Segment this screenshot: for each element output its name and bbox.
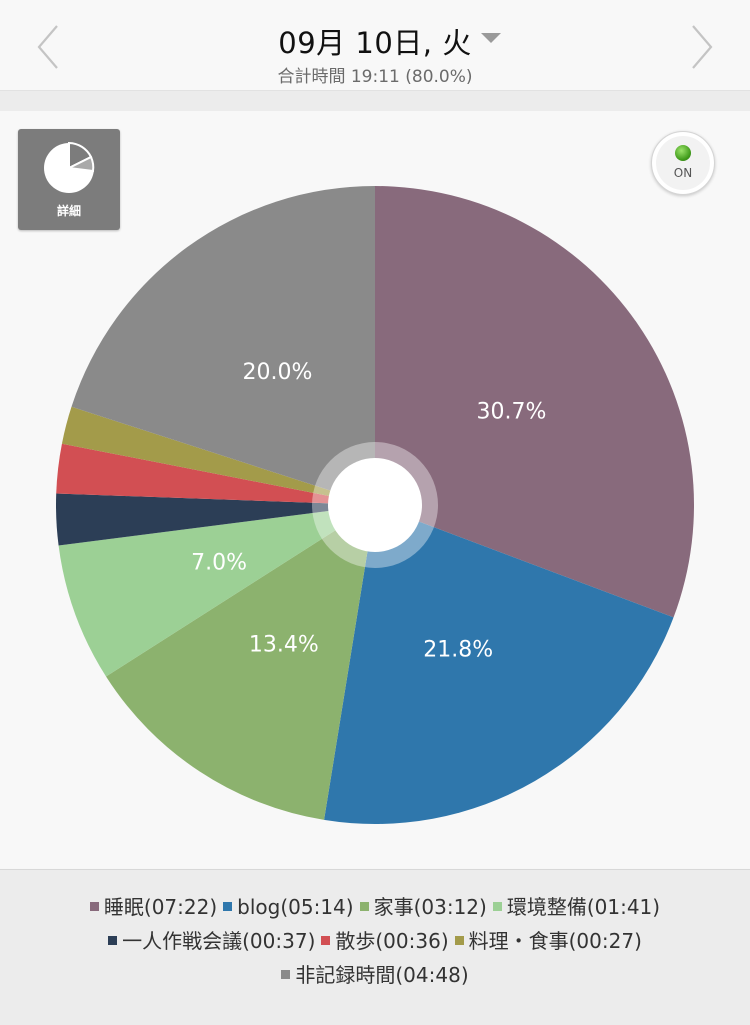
pie-slice-label: 30.7% (476, 400, 546, 425)
legend-item: 睡眠(07:22) (89, 891, 218, 920)
previous-day-button[interactable] (28, 22, 68, 72)
pie-chart-icon (44, 141, 95, 193)
legend-swatch-icon (492, 902, 502, 911)
date-title[interactable]: 09月 10日, 火 (278, 26, 472, 60)
donut-hole (328, 458, 422, 552)
date-dropdown[interactable] (481, 30, 501, 43)
on-toggle-label: ON (673, 166, 693, 180)
next-day-button[interactable] (682, 22, 722, 72)
legend-item: 一人作戦会議(00:37) (108, 925, 315, 954)
legend-swatch-icon (89, 902, 99, 911)
legend-item: blog(05:14) (223, 895, 354, 919)
pie-slice-label: 21.8% (423, 638, 493, 663)
legend-label: 料理・食事(00:27) (468, 929, 642, 953)
pie-slice-label: 20.0% (242, 360, 312, 385)
pie-slice[interactable] (56, 493, 376, 546)
pie-slice[interactable] (58, 505, 375, 677)
legend-row: 一人作戦会議(00:37) 散歩(00:36) 料理・食事(00:27) (0, 925, 750, 954)
detail-button-label: 詳細 (56, 204, 81, 218)
pie-slice[interactable] (56, 443, 375, 505)
chevron-left-icon (37, 25, 58, 69)
pie-slice-label: 13.4% (249, 633, 319, 658)
header-divider-band (0, 91, 750, 111)
legend-label: 散歩(00:36) (335, 929, 449, 953)
pie-slice[interactable] (324, 505, 674, 824)
legend-label: 睡眠(07:22) (103, 895, 218, 919)
legend-row: 非記録時間(04:48) (0, 959, 750, 988)
legend-swatch-icon (454, 936, 464, 945)
pie-chart[interactable]: 30.7% 21.8% 13.4% 7.0% 20.0% (0, 0, 750, 868)
legend-item: 散歩(00:36) (321, 925, 449, 954)
detail-button[interactable]: 詳細 (18, 129, 120, 230)
legend-item: 料理・食事(00:27) (454, 925, 642, 954)
legend: 睡眠(07:22) blog(05:14) 家事(03:12) 環境整備(01:41)… (0, 869, 750, 1025)
legend-swatch-icon (281, 970, 291, 979)
date-header: 09月 10日, 火 合計時間 19:11 (80.0%) (0, 0, 750, 91)
status-led-icon (675, 145, 691, 161)
legend-label: 一人作戦会議(00:37) (122, 929, 316, 953)
legend-item: 環境整備(01:41) (492, 891, 661, 920)
chevron-right-icon (692, 25, 713, 69)
legend-swatch-icon (223, 902, 233, 911)
caret-down-icon (481, 33, 501, 43)
legend-item: 非記録時間(04:48) (281, 959, 469, 988)
legend-label: 非記録時間(04:48) (295, 963, 469, 987)
total-time-summary: 合計時間 19:11 (80.0%) (277, 67, 473, 87)
legend-swatch-icon (359, 902, 369, 911)
legend-item: 家事(03:12) (359, 891, 487, 920)
legend-label: 家事(03:12) (373, 895, 487, 919)
pie-slice-label: 7.0% (191, 550, 247, 575)
legend-row: 睡眠(07:22) blog(05:14) 家事(03:12) 環境整備(01:41) (0, 891, 750, 920)
pie-slice[interactable] (106, 505, 376, 820)
legend-label: 環境整備(01:41) (506, 895, 661, 919)
on-toggle-button[interactable]: ON (651, 131, 715, 195)
pie-slice[interactable] (375, 186, 695, 618)
pie-slice[interactable] (61, 406, 375, 505)
pie-slice[interactable] (71, 185, 376, 506)
legend-swatch-icon (321, 936, 331, 945)
legend-label: blog(05:14) (237, 895, 354, 919)
legend-swatch-icon (108, 936, 118, 945)
